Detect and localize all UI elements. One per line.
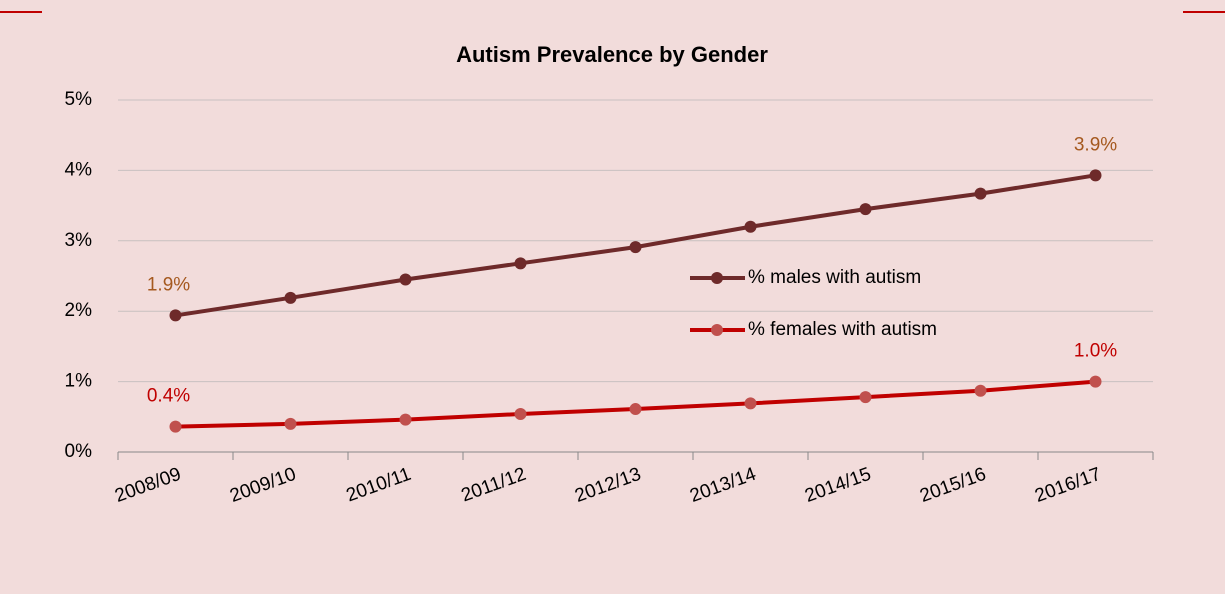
point: [1089, 375, 1102, 388]
point: [169, 309, 182, 322]
value-label: 1.9%: [147, 274, 190, 295]
y-tick-label: 4%: [65, 159, 93, 180]
y-tick-label: 1%: [65, 371, 93, 392]
point: [514, 407, 527, 420]
legend-label: % females with autism: [748, 319, 937, 340]
point: [399, 413, 412, 426]
point: [629, 403, 642, 416]
y-tick-label: 5%: [65, 89, 93, 110]
value-label: 1.0%: [1074, 341, 1117, 362]
legend-marker: [711, 272, 723, 284]
y-tick-label: 0%: [65, 441, 93, 462]
point: [399, 273, 412, 286]
point: [1089, 169, 1102, 182]
point: [629, 241, 642, 254]
point: [859, 203, 872, 216]
point: [284, 417, 297, 430]
point: [744, 397, 757, 410]
legend-label: % males with autism: [748, 267, 921, 288]
value-label: 0.4%: [147, 386, 190, 407]
value-label: 3.9%: [1074, 134, 1117, 155]
chart-title: Autism Prevalence by Gender: [456, 42, 768, 67]
point: [744, 220, 757, 233]
point: [514, 257, 527, 270]
point: [169, 420, 182, 433]
legend-marker: [711, 324, 723, 336]
y-tick-label: 3%: [65, 230, 93, 251]
point: [974, 384, 987, 397]
y-tick-label: 2%: [65, 300, 93, 321]
point: [284, 291, 297, 304]
point: [974, 187, 987, 200]
point: [859, 391, 872, 404]
